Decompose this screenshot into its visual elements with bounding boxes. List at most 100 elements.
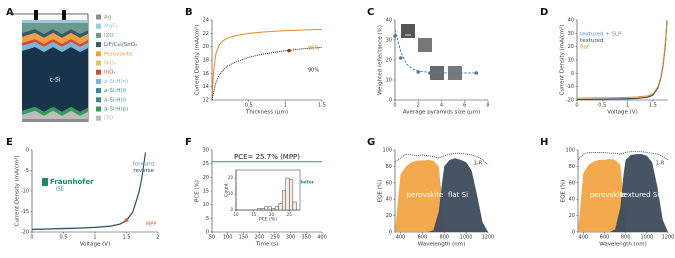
annotation: 90% bbox=[308, 68, 319, 74]
y-tick-label: 20 bbox=[569, 213, 575, 219]
y-axis-label: Weighted reflectance (%) bbox=[378, 25, 384, 95]
legend-swatch bbox=[96, 97, 101, 103]
data-point bbox=[124, 218, 129, 222]
histogram-bar bbox=[271, 208, 276, 211]
x-axis-label: Wavelength (nm) bbox=[599, 242, 647, 248]
y-tick-label: 15 bbox=[203, 189, 209, 195]
x-tick-label: 1200 bbox=[482, 235, 495, 241]
legend-swatch bbox=[96, 14, 101, 20]
substrate-label: c-Si bbox=[50, 77, 61, 84]
x-tick-label: 1 bbox=[626, 103, 629, 109]
y-tick-label: 0 bbox=[230, 207, 233, 212]
x-axis-label: Average pyramids size (µm) bbox=[403, 110, 480, 116]
y-tick-label: 20 bbox=[568, 44, 574, 50]
annotation: Fraunhofer bbox=[286, 180, 315, 186]
legend-label: Ag bbox=[104, 15, 111, 21]
x-tick-label: 250 bbox=[270, 235, 280, 241]
area-label: perovskite bbox=[590, 191, 627, 199]
y-tick-label: 5 bbox=[206, 216, 209, 222]
x-tick-label: 400 bbox=[579, 235, 589, 241]
x-tick-label: 800 bbox=[621, 235, 631, 241]
legend-label: NiOₓ bbox=[104, 61, 117, 67]
y-axis-label: Count bbox=[224, 183, 230, 197]
panel-letter: H bbox=[540, 137, 548, 148]
legend-swatch bbox=[96, 106, 101, 112]
y-tick-label: 20 bbox=[228, 175, 234, 180]
histogram-bar bbox=[267, 206, 272, 211]
x-tick-label: 4 bbox=[440, 103, 443, 109]
x-tick-label: 2 bbox=[417, 103, 420, 109]
histogram-bar bbox=[282, 190, 286, 211]
y-tick-label: -10 bbox=[566, 84, 574, 90]
sem-insets bbox=[401, 24, 462, 80]
x-tick-label: 8 bbox=[486, 103, 489, 109]
data-point bbox=[287, 48, 291, 53]
y-axis-label: Current Density (mA/cm²) bbox=[14, 156, 21, 227]
x-axis-label: PCE (%) bbox=[259, 217, 277, 223]
legend-label: forward bbox=[133, 162, 154, 168]
y-tick-label: 16 bbox=[203, 71, 209, 77]
x-tick-label: 400 bbox=[317, 235, 327, 241]
area-label: flat Si bbox=[448, 191, 468, 199]
y-tick-label: -20 bbox=[21, 230, 29, 236]
annotation: Fraunhofer bbox=[50, 178, 94, 186]
y-tick-label: 80 bbox=[569, 164, 575, 170]
area-label: 1-R bbox=[474, 161, 483, 167]
legend-label: reverse bbox=[133, 168, 154, 174]
legend-label: a-Si:H(n) bbox=[104, 79, 128, 85]
y-axis-label: PCE (%) bbox=[195, 180, 201, 202]
data-point bbox=[474, 71, 479, 75]
histogram-bar bbox=[257, 208, 262, 211]
x-tick-label: 1 bbox=[284, 103, 287, 109]
x-tick-label: 1000 bbox=[640, 235, 653, 241]
y-tick-label: 0 bbox=[389, 230, 392, 236]
legend-label: ITO bbox=[104, 116, 114, 122]
legend-swatch bbox=[96, 88, 101, 94]
x-tick-label: 50 bbox=[209, 235, 215, 241]
legend-label: a-Si:H(i) bbox=[104, 97, 126, 103]
y-tick-label: 10 bbox=[568, 58, 574, 64]
y-tick-label: 0 bbox=[571, 71, 574, 77]
panel-letter: G bbox=[367, 137, 375, 148]
panel-letter: A bbox=[6, 7, 14, 18]
x-tick-label: 25 bbox=[287, 212, 293, 217]
line bbox=[394, 29, 477, 74]
y-tick-label: 20 bbox=[203, 44, 209, 50]
x-tick-label: 0 bbox=[30, 235, 33, 241]
legend-label: a-Si:H(i) bbox=[104, 88, 126, 94]
annotation: MPP bbox=[146, 222, 156, 228]
annotation: ISE bbox=[56, 187, 64, 193]
x-tick-label: 1 bbox=[93, 235, 96, 241]
y-tick-label: 14 bbox=[203, 84, 209, 90]
data-point bbox=[393, 34, 397, 38]
y-tick-label: 20 bbox=[386, 58, 392, 64]
y-tick-label: 40 bbox=[386, 18, 392, 24]
line bbox=[211, 28, 323, 101]
legend-label: IZO bbox=[104, 33, 114, 39]
y-tick-label: 20 bbox=[386, 213, 392, 219]
area-label: 1-R bbox=[656, 161, 665, 167]
legend-swatch bbox=[96, 69, 101, 75]
y-tick-label: 22 bbox=[203, 31, 209, 37]
y-tick-label: 18 bbox=[203, 58, 209, 64]
y-tick-label: 12 bbox=[203, 98, 209, 104]
y-tick-label: -10 bbox=[21, 189, 29, 195]
panel-letter: F bbox=[185, 137, 192, 148]
line bbox=[576, 19, 668, 99]
legend-swatch bbox=[96, 60, 101, 66]
y-tick-label: 20 bbox=[203, 175, 209, 181]
y-tick-label: 0 bbox=[26, 148, 29, 154]
area bbox=[578, 154, 668, 232]
x-tick-label: 600 bbox=[600, 235, 610, 241]
y-axis-label: EQE (%) bbox=[561, 180, 567, 203]
legend-swatch bbox=[96, 78, 101, 84]
panel-letter: B bbox=[185, 7, 193, 18]
area-label: textured Si bbox=[621, 191, 659, 199]
legend-label: a-Si:H(p) bbox=[104, 107, 128, 113]
x-tick-label: 400 bbox=[396, 235, 406, 241]
y-tick-label: 100 bbox=[382, 148, 392, 154]
area-label: perovskite bbox=[407, 191, 444, 199]
x-tick-label: 1.5 bbox=[649, 103, 657, 109]
x-tick-label: 300 bbox=[286, 235, 296, 241]
x-tick-label: 100 bbox=[223, 235, 233, 241]
